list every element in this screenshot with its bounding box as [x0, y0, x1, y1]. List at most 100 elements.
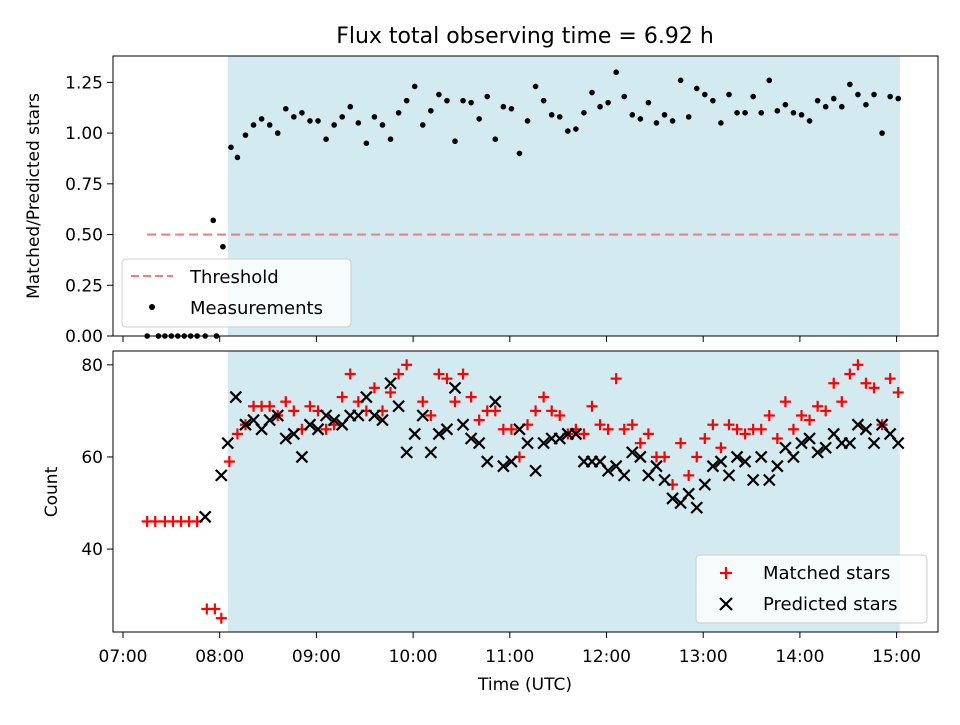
predicted-stars-point	[537, 436, 550, 450]
measurement-point	[428, 107, 434, 114]
measurement-point	[693, 85, 700, 92]
matched-stars-point	[368, 382, 380, 394]
predicted-stars-point	[221, 436, 235, 450]
measurement-point	[718, 120, 724, 126]
matched-stars-point	[401, 359, 413, 371]
matched-stars-point	[465, 391, 477, 403]
measurement-point	[371, 114, 378, 120]
matched-stars-point	[280, 396, 292, 408]
measurement-point	[879, 130, 885, 136]
matched-stars-point	[659, 451, 671, 463]
predicted-stars-point	[392, 400, 405, 413]
measurement-point	[307, 118, 313, 124]
matched-stars-point	[860, 377, 872, 389]
top-y-axis-ticks: 0.00 0.25 0.50 0.75 1.00 1.25	[65, 73, 113, 347]
measurement-point	[645, 99, 652, 106]
matched-stars-point	[739, 428, 751, 440]
measurement-point	[444, 97, 450, 104]
predicted-stars-point	[722, 469, 736, 482]
matched-stars-point	[538, 391, 550, 403]
matched-stars-point	[264, 400, 276, 412]
predicted-stars-point	[319, 409, 333, 422]
measurement-point	[790, 110, 797, 116]
predicted-stars-point	[295, 450, 309, 464]
matched-stars-point	[320, 423, 332, 435]
measurement-point	[702, 91, 708, 98]
measurement-point	[653, 120, 660, 126]
x-tick-label: 15:00	[872, 647, 921, 667]
chart-title: Flux total observing time = 6.92 h	[336, 24, 714, 49]
measurement-point	[677, 77, 684, 84]
matched-stars-point	[546, 405, 558, 417]
top-legend-box	[121, 258, 352, 328]
measurement-point	[887, 93, 893, 100]
measurement-point	[710, 97, 716, 104]
matched-stars-point	[209, 603, 221, 615]
bottom-y-tick-label: 60	[81, 448, 103, 468]
predicted-stars-point	[424, 446, 438, 459]
predicted-stars-point	[497, 459, 510, 473]
measurement-point	[476, 116, 482, 122]
measurement-point	[508, 105, 515, 112]
measurement-point	[548, 112, 555, 118]
predicted-stars-point	[851, 418, 865, 431]
matched-stars-point	[763, 409, 775, 421]
measurement-point	[685, 114, 692, 120]
measurement-point	[234, 154, 241, 161]
measurement-point	[468, 99, 474, 106]
matched-stars-point	[723, 419, 735, 431]
measurement-point	[436, 91, 442, 98]
matched-stars-point	[892, 386, 904, 398]
matched-stars-point	[586, 400, 598, 412]
matched-stars-point	[812, 400, 824, 412]
predicted-stars-point	[287, 427, 301, 441]
predicted-stars-point	[730, 450, 744, 464]
bottom-axes-frame	[112, 350, 939, 633]
bottom-y-axis-label: Count	[42, 466, 62, 517]
predicted-stars-point	[819, 441, 832, 455]
x-tick-label: 11:00	[485, 647, 534, 667]
predicted-stars-point	[472, 436, 486, 450]
matched-stars-point	[699, 433, 711, 445]
bottom-legend-box	[695, 554, 928, 624]
top-y-tick-label: 0.75	[65, 175, 103, 195]
measurement-point	[605, 99, 611, 106]
measurement-point	[403, 97, 410, 104]
measurement-point	[597, 103, 603, 110]
measurement-point	[863, 101, 869, 108]
predicted-stars-point	[489, 395, 502, 408]
matched-stars-point	[731, 423, 743, 435]
predicted-stars-point	[650, 459, 663, 473]
predicted-stars-point	[746, 473, 760, 487]
top-axes-frame	[112, 55, 939, 337]
measurement-point	[347, 103, 354, 110]
legend-measurements-label: Measurements	[190, 298, 323, 319]
legend-matched-swatch	[720, 567, 732, 579]
predicted-stars-point	[505, 455, 518, 468]
measurement-point	[282, 105, 289, 112]
matched-stars-point	[215, 612, 227, 624]
matched-stars-point	[618, 423, 630, 435]
measurement-point	[228, 144, 234, 151]
top-panel: 0.00 0.25 0.50 0.75 1.00 1.25 Matched/Predict…	[24, 55, 939, 347]
predicted-stars-point	[303, 418, 317, 431]
measurement-point	[621, 93, 628, 100]
predicted-stars-point	[771, 459, 784, 473]
measurement-point	[242, 132, 249, 138]
predicted-stars-point	[811, 446, 824, 459]
matched-stars-point	[425, 409, 437, 421]
x-axis-label: Time (UTC)	[477, 675, 572, 695]
measurement-point	[669, 118, 676, 124]
measurement-point	[291, 114, 297, 120]
predicted-stars-point	[803, 432, 816, 445]
matched-stars-point	[884, 373, 896, 385]
measurement-point	[220, 243, 226, 250]
matched-stars-point	[149, 515, 161, 527]
measurement-point	[798, 112, 805, 118]
matched-stars-point	[554, 409, 566, 421]
matched-stars-point	[634, 437, 646, 449]
measurement-point	[565, 128, 571, 134]
measurement-point	[581, 110, 587, 116]
measurement-point	[266, 122, 273, 128]
matched-stars-point	[642, 428, 654, 440]
